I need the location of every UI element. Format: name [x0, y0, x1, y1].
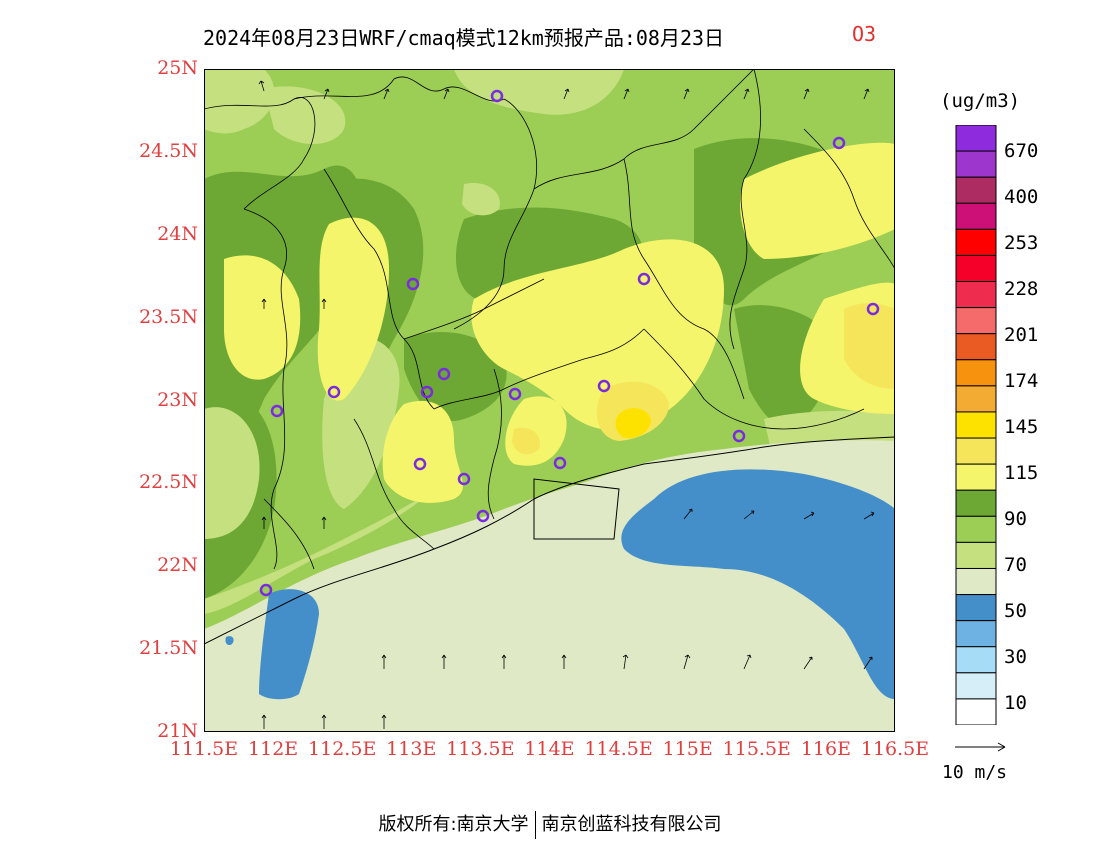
region-light-nw — [204, 69, 275, 134]
x-tick-label: 114E — [524, 738, 575, 760]
region-light-spot — [462, 183, 500, 216]
colorbar-label: 90 — [1004, 508, 1027, 530]
colorbar-swatch — [955, 150, 997, 178]
map-frame — [204, 69, 895, 732]
region-blue-dot — [225, 636, 234, 646]
region-dark-center — [404, 331, 507, 421]
copyright: 版权所有:南京大学 南京创蓝科技有限公司 — [0, 810, 1100, 839]
x-tick-label: 114.5E — [584, 738, 653, 760]
x-tick-label: 113.5E — [446, 738, 515, 760]
colorbar-unit: (ug/m3) — [940, 90, 1021, 112]
wind-vectors — [258, 80, 875, 729]
region-yellow-dark-3 — [512, 427, 540, 455]
map-panel — [204, 69, 895, 732]
region-blue-east — [621, 469, 895, 699]
x-tick-label: 113E — [386, 738, 437, 760]
colorbar-label: 201 — [1004, 324, 1039, 346]
colorbar-label: 145 — [1004, 416, 1039, 438]
colorbar-swatch — [955, 125, 997, 152]
title-text: 2024年08月23日WRF/cmaq模式12km预报产品:08月23日 — [203, 26, 725, 50]
colorbar-label: 50 — [1004, 600, 1027, 622]
colorbar-swatch — [955, 281, 997, 309]
colorbar-label: 228 — [1004, 278, 1039, 300]
y-tick-label: 23N — [157, 388, 198, 411]
y-tick-label: 21.5N — [139, 637, 198, 660]
colorbar-swatch — [955, 515, 997, 543]
region-yellow-4 — [740, 142, 895, 259]
colorbar-label: 10 — [1004, 692, 1027, 714]
colorbar-swatch — [955, 385, 997, 413]
colorbar-label: 400 — [1004, 186, 1039, 208]
region-dark-north — [455, 207, 643, 301]
y-tick-label: 25N — [157, 57, 198, 79]
y-tick-label: 22.5N — [139, 471, 198, 494]
colorbar-swatch — [955, 411, 997, 439]
x-tick-label: 116E — [800, 738, 851, 760]
region-light-sw — [204, 407, 260, 539]
species-label: O3 — [852, 22, 877, 46]
colorbar-swatch — [955, 228, 997, 256]
colorbar-swatch — [955, 567, 997, 596]
colorbar-label: 30 — [1004, 646, 1027, 668]
colorbar-swatch — [955, 437, 997, 465]
x-tick-label: 111.5E — [169, 738, 239, 760]
copyright-separator — [534, 811, 536, 839]
colorbar-swatch — [955, 489, 997, 517]
colorbar-label: 670 — [1004, 140, 1039, 162]
hongkong-border — [533, 478, 620, 540]
y-tick-label: 24.5N — [139, 139, 198, 162]
colorbar-swatch — [955, 698, 997, 725]
x-tick-label: 112.5E — [308, 738, 377, 760]
y-tick-label: 22N — [157, 554, 198, 577]
monitor-sites — [259, 89, 880, 597]
x-tick-label: 115.5E — [722, 738, 791, 760]
colorbar-label: 253 — [1004, 232, 1039, 254]
colorbar-swatch — [955, 672, 997, 700]
copyright-right: 南京创蓝科技有限公司 — [541, 814, 722, 835]
region-light-coast — [204, 489, 434, 614]
y-tick-label: 21N — [157, 720, 198, 742]
reference-vector-label: 10 m/s — [942, 762, 1008, 783]
x-tick-label: 115E — [662, 738, 713, 760]
colorbar-label: 174 — [1004, 370, 1039, 392]
colorbar — [955, 125, 997, 725]
region-yellow-2 — [317, 217, 389, 401]
region-light-n — [454, 69, 624, 115]
reference-vector — [955, 742, 1006, 752]
colorbar-label: 70 — [1004, 554, 1027, 576]
colorbar-swatch — [955, 307, 997, 335]
colorbar-swatch — [955, 594, 997, 622]
colorbar-swatch — [955, 359, 997, 387]
colorbar-swatch — [955, 541, 997, 569]
colorbar-swatch — [955, 463, 997, 491]
colorbar-swatch — [955, 646, 997, 674]
y-tick-label: 23.5N — [139, 305, 198, 328]
colorbar-swatch — [955, 202, 997, 230]
colorbar-swatch — [955, 254, 997, 283]
region-light-n2 — [264, 86, 346, 144]
colorbar-swatch — [955, 333, 997, 361]
x-tick-label: 112E — [248, 738, 299, 760]
copyright-left: 版权所有:南京大学 — [378, 814, 529, 835]
colorbar-label: 115 — [1004, 462, 1039, 484]
region-blue-west — [259, 589, 319, 700]
y-tick-label: 24N — [157, 222, 198, 245]
region-peak — [615, 408, 651, 439]
colorbar-swatch — [955, 176, 997, 204]
colorbar-swatch — [955, 620, 997, 648]
region-yellow-dark-2 — [844, 303, 895, 389]
region-yellow-6 — [382, 400, 463, 503]
admin-borders — [204, 69, 895, 570]
x-tick-label: 116.5E — [860, 738, 930, 760]
